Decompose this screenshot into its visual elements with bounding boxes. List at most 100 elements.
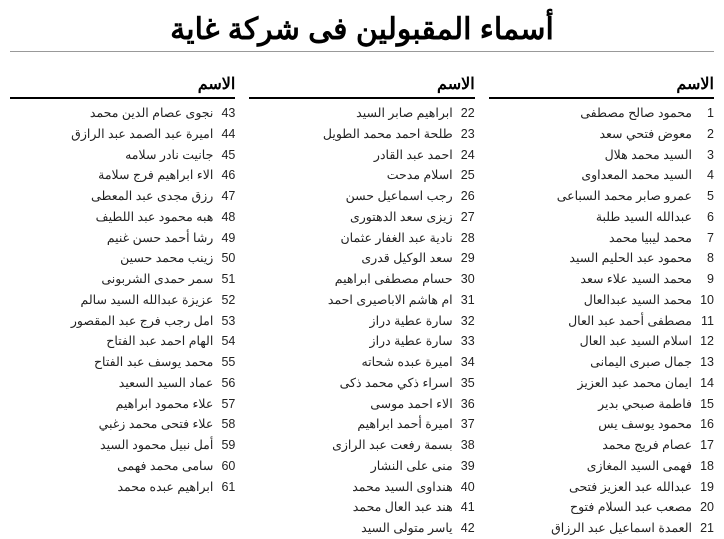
row-name: سارة عطية دراز (249, 312, 452, 331)
row-name: معوض فتحي سعد (489, 125, 692, 144)
column-header: الاسم (249, 74, 474, 99)
row-name: عمرو صابر محمد السباعى (489, 187, 692, 206)
row-number: 26 (453, 187, 475, 206)
list-item: 30حسام مصطفى ابراهيم (249, 269, 474, 290)
row-number: 11 (692, 312, 714, 331)
row-number: 13 (692, 353, 714, 372)
row-number: 59 (213, 436, 235, 455)
row-name: مصعب عبد السلام فتوح (489, 498, 692, 517)
list-item: 16محمود يوسف يس (489, 414, 714, 435)
row-name: زيزى سعد الدهتورى (249, 208, 452, 227)
row-number: 7 (692, 229, 714, 248)
row-number: 25 (453, 166, 475, 185)
row-name: عبدالله السيد طلبة (489, 208, 692, 227)
row-name: سعد الوكيل قدرى (249, 249, 452, 268)
row-number: 38 (453, 436, 475, 455)
list-item: 20مصعب عبد السلام فتوح (489, 497, 714, 518)
list-item: 7محمد ليبيا محمد (489, 228, 714, 249)
row-number: 39 (453, 457, 475, 476)
page-title: أسماء المقبولين فى شركة غاية (10, 12, 714, 52)
list-item: 37اميرة أحمد ابراهيم (249, 414, 474, 435)
row-number: 3 (692, 146, 714, 165)
row-number: 28 (453, 229, 475, 248)
row-number: 48 (213, 208, 235, 227)
row-name: محمود عبد الحليم السيد (489, 249, 692, 268)
list-item: 2معوض فتحي سعد (489, 124, 714, 145)
row-name: هند عبد العال محمد (249, 498, 452, 517)
row-name: عصام فريج محمد (489, 436, 692, 455)
columns-wrap: الاسم1محمود صالح مصطفى2معوض فتحي سعد3الس… (10, 74, 714, 539)
row-name: اسلام مدحت (249, 166, 452, 185)
row-number: 22 (453, 104, 475, 123)
row-name: حسام مصطفى ابراهيم (249, 270, 452, 289)
list-item: 33سارة عطية دراز (249, 331, 474, 352)
row-name: احمد عبد القادر (249, 146, 452, 165)
list-item: 43نجوى عصام الدين محمد (10, 103, 235, 124)
row-number: 44 (213, 125, 235, 144)
row-number: 1 (692, 104, 714, 123)
row-number: 56 (213, 374, 235, 393)
row-number: 36 (453, 395, 475, 414)
row-name: اسراء ذكي محمد ذكى (249, 374, 452, 393)
row-number: 10 (692, 291, 714, 310)
row-name: محمد السيد علاء سعد (489, 270, 692, 289)
list-item: 21العمدة اسماعيل عبد الرزاق (489, 518, 714, 539)
row-name: بسمة رفعت عبد الرازى (249, 436, 452, 455)
row-number: 47 (213, 187, 235, 206)
column-header: الاسم (10, 74, 235, 99)
row-name: محمد السيد عبدالعال (489, 291, 692, 310)
row-number: 51 (213, 270, 235, 289)
row-name: الاء احمد موسى (249, 395, 452, 414)
row-name: اسلام السيد عبد العال (489, 332, 692, 351)
row-number: 43 (213, 104, 235, 123)
row-number: 57 (213, 395, 235, 414)
row-number: 19 (692, 478, 714, 497)
row-number: 46 (213, 166, 235, 185)
row-name: عماد السيد السعيد (10, 374, 213, 393)
list-item: 57علاء محمود ابراهيم (10, 394, 235, 415)
list-item: 28نادية عبد الغفار عثمان (249, 228, 474, 249)
row-name: اميرة عبده شحاته (249, 353, 452, 372)
row-name: ايمان محمد عبد العزيز (489, 374, 692, 393)
column-2: الاسم 22ابراهيم صابر السيد23طلحة احمد محم… (249, 74, 474, 539)
list-item: 22ابراهيم صابر السيد (249, 103, 474, 124)
row-name: ام هاشم الاباصيرى احمد (249, 291, 452, 310)
list-item: 38بسمة رفعت عبد الرازى (249, 435, 474, 456)
list-item: 23طلحة احمد محمد الطويل (249, 124, 474, 145)
row-number: 42 (453, 519, 475, 538)
row-number: 40 (453, 478, 475, 497)
list-item: 52عزيزة عبدالله السيد سالم (10, 290, 235, 311)
list-item: 29سعد الوكيل قدرى (249, 248, 474, 269)
row-name: نجوى عصام الدين محمد (10, 104, 213, 123)
row-name: ياسر متولى السيد (249, 519, 452, 538)
list-item: 42ياسر متولى السيد (249, 518, 474, 539)
row-number: 54 (213, 332, 235, 351)
row-number: 30 (453, 270, 475, 289)
row-name: رزق مجدى عبد المعطى (10, 187, 213, 206)
row-number: 29 (453, 249, 475, 268)
row-name: فهمى السيد المغازى (489, 457, 692, 476)
row-name: ابراهيم عبده محمد (10, 478, 213, 497)
list-item: 41هند عبد العال محمد (249, 497, 474, 518)
row-number: 61 (213, 478, 235, 497)
list-item: 46الاء ابراهيم فرج سلامة (10, 165, 235, 186)
row-name: العمدة اسماعيل عبد الرزاق (489, 519, 692, 538)
list-item: 35اسراء ذكي محمد ذكى (249, 373, 474, 394)
row-name: عزيزة عبدالله السيد سالم (10, 291, 213, 310)
row-name: اميرة عبد الصمد عبد الرازق (10, 125, 213, 144)
row-number: 31 (453, 291, 475, 310)
list-item: 17عصام فريج محمد (489, 435, 714, 456)
list-item: 10محمد السيد عبدالعال (489, 290, 714, 311)
row-number: 34 (453, 353, 475, 372)
row-name: الهام احمد عبد الفتاح (10, 332, 213, 351)
row-name: جانيت نادر سلامه (10, 146, 213, 165)
list-item: 24احمد عبد القادر (249, 145, 474, 166)
row-name: أمل نبيل محمود السيد (10, 436, 213, 455)
row-number: 24 (453, 146, 475, 165)
row-name: نادية عبد الغفار عثمان (249, 229, 452, 248)
row-number: 49 (213, 229, 235, 248)
list-item: 53امل رجب فرج عبد المقصور (10, 311, 235, 332)
row-name: محمد ليبيا محمد (489, 229, 692, 248)
row-name: امل رجب فرج عبد المقصور (10, 312, 213, 331)
row-number: 58 (213, 415, 235, 434)
